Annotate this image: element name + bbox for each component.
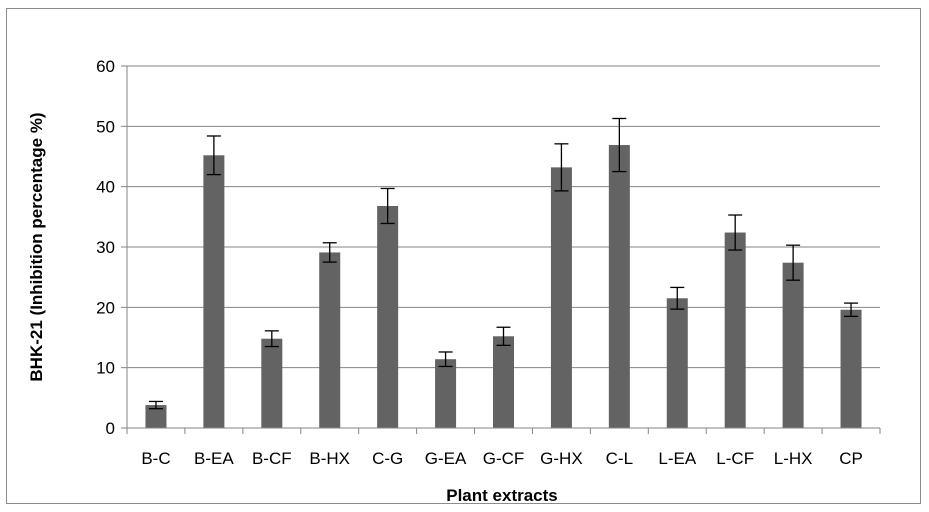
- error-bar-b-hx: [322, 242, 337, 263]
- bar-g-hx: [550, 167, 572, 429]
- error-bar-l-cf: [728, 214, 743, 251]
- y-tick-label: 30: [96, 238, 115, 257]
- gridlines: [127, 65, 880, 369]
- error-bar-l-hx: [786, 244, 801, 281]
- y-tick-labels: 0 10 20 30 40 50 60: [96, 57, 115, 438]
- bar-l-hx: [782, 262, 804, 428]
- x-tick-label: L-CF: [716, 449, 754, 468]
- y-tick-label: 50: [96, 117, 115, 136]
- bar-c-g: [377, 205, 399, 428]
- y-tick-label: 20: [96, 298, 115, 317]
- error-bar-b-ea: [206, 135, 221, 176]
- x-tick-label: B-CF: [252, 449, 292, 468]
- bar-b-c: [145, 405, 167, 428]
- error-bar-g-ea: [438, 351, 453, 368]
- error-bar-g-cf: [496, 326, 511, 346]
- x-axis-title: Plant extracts: [446, 486, 558, 505]
- y-tick-label: 40: [96, 178, 115, 197]
- bar-b-cf: [261, 338, 283, 428]
- bar-g-cf: [493, 336, 514, 428]
- x-tick-label: C-G: [372, 449, 403, 468]
- bars: [145, 145, 862, 429]
- bar-b-ea: [203, 155, 225, 428]
- x-tick-label: L-EA: [658, 449, 696, 468]
- bar-b-hx: [319, 252, 341, 428]
- x-tick-label: C-L: [606, 449, 633, 468]
- bar-g-ea: [435, 359, 457, 428]
- error-bar-c-g: [380, 187, 395, 225]
- y-tick-label: 60: [96, 57, 115, 76]
- bar-c-l: [608, 145, 630, 428]
- x-tick-label: B-EA: [194, 449, 234, 468]
- y-tick-label: 0: [106, 419, 115, 438]
- x-tick-label: G-CF: [483, 449, 525, 468]
- bar-cp: [840, 309, 862, 428]
- x-tick-label: G-EA: [425, 449, 467, 468]
- bar-l-cf: [724, 232, 746, 428]
- error-bars: [148, 117, 859, 410]
- y-axis-title: BHK-21 (Inhibition percentage %): [27, 112, 46, 381]
- error-bar-b-c: [148, 400, 163, 410]
- error-bar-c-l: [612, 117, 627, 173]
- error-bar-l-ea: [670, 286, 685, 310]
- x-tick-label: CP: [839, 449, 863, 468]
- x-tick-label: L-HX: [774, 449, 813, 468]
- x-tick-label: G-HX: [540, 449, 583, 468]
- error-bar-cp: [844, 302, 859, 318]
- y-tick-label: 10: [96, 359, 115, 378]
- x-tick-label: B-C: [141, 449, 170, 468]
- error-bar-g-hx: [554, 143, 569, 192]
- bar-l-ea: [666, 298, 688, 428]
- x-tick-label: B-HX: [309, 449, 350, 468]
- axes: [121, 65, 881, 434]
- error-bar-b-cf: [264, 330, 279, 348]
- x-tick-labels: B-C B-EA B-CF B-HX C-G G-EA G-CF G-HX C-L L-EA L-C…: [141, 449, 863, 468]
